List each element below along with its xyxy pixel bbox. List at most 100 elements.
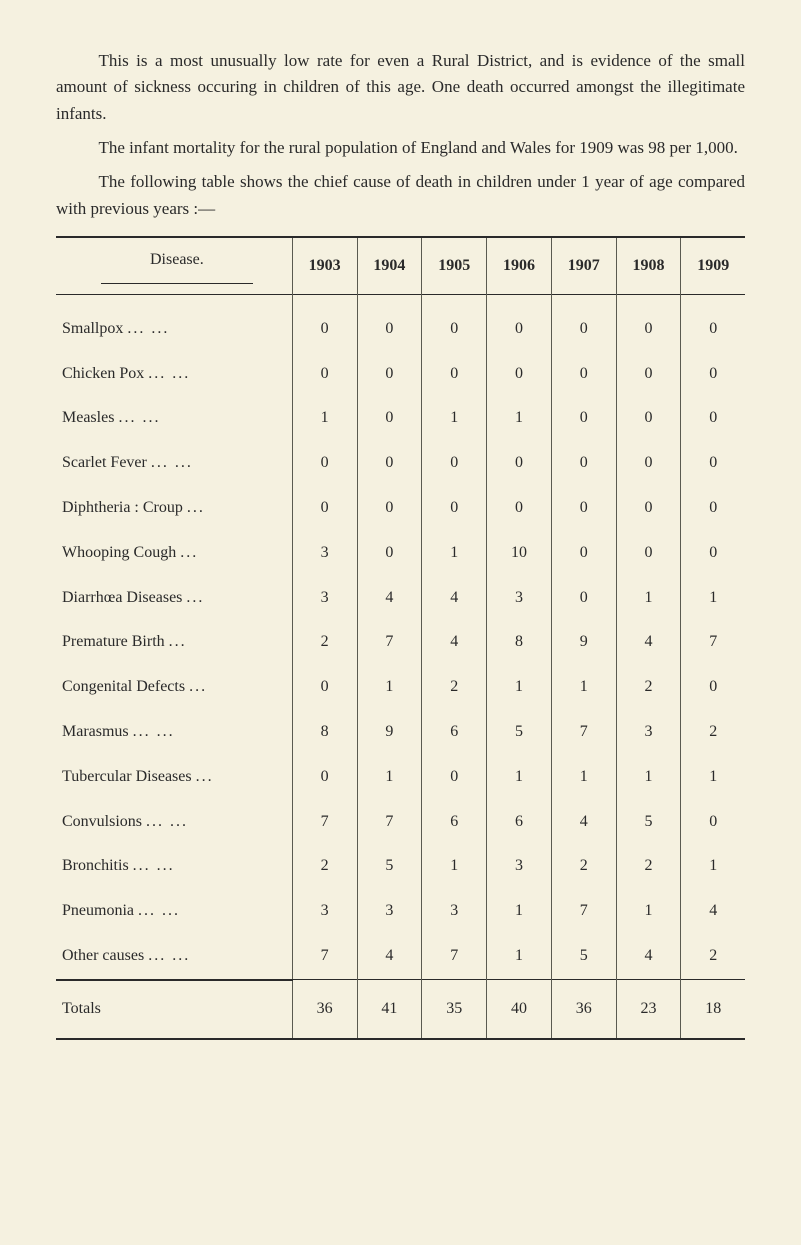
value-cell: 3 — [357, 889, 422, 934]
value-cell: 2 — [681, 710, 745, 755]
value-cell: 3 — [292, 531, 357, 576]
disease-cell: Pneumonia ... ... — [56, 889, 292, 934]
value-cell: 0 — [357, 531, 422, 576]
value-cell: 1 — [616, 889, 681, 934]
ellipsis: ... ... — [118, 409, 160, 426]
col-header-disease-label: Disease. — [150, 251, 204, 268]
value-cell: 0 — [292, 486, 357, 531]
table-row: Bronchitis ... ...2513221 — [56, 844, 745, 889]
disease-cell: Measles ... ... — [56, 396, 292, 441]
value-cell: 7 — [292, 934, 357, 980]
disease-label: Diarrhœa Diseases — [62, 589, 186, 606]
disease-cell: Premature Birth ... — [56, 620, 292, 665]
totals-value-cell: 18 — [681, 980, 745, 1039]
value-cell: 0 — [487, 352, 552, 397]
value-cell: 0 — [681, 396, 745, 441]
disease-cell: Chicken Pox ... ... — [56, 352, 292, 397]
value-cell: 10 — [487, 531, 552, 576]
totals-value-cell: 23 — [616, 980, 681, 1039]
value-cell: 0 — [357, 486, 422, 531]
value-cell: 7 — [681, 620, 745, 665]
table-row: Tubercular Diseases ...0101111 — [56, 755, 745, 800]
value-cell: 0 — [292, 441, 357, 486]
value-cell: 0 — [487, 486, 552, 531]
col-header-year: 1909 — [681, 237, 745, 294]
disease-label: Whooping Cough — [62, 544, 180, 561]
paragraph-1: This is a most unusually low rate for ev… — [56, 48, 745, 127]
value-cell: 0 — [616, 486, 681, 531]
col-header-year: 1908 — [616, 237, 681, 294]
ellipsis: ... ... — [151, 454, 193, 471]
value-cell: 7 — [422, 934, 487, 980]
value-cell: 3 — [292, 576, 357, 621]
value-cell: 1 — [422, 844, 487, 889]
disease-label: Marasmus — [62, 723, 133, 740]
table-row: Marasmus ... ...8965732 — [56, 710, 745, 755]
value-cell: 0 — [357, 352, 422, 397]
ellipsis: ... — [186, 589, 204, 606]
value-cell: 0 — [422, 294, 487, 351]
value-cell: 6 — [422, 800, 487, 845]
disease-label: Other causes — [62, 947, 148, 964]
value-cell: 0 — [616, 531, 681, 576]
value-cell: 2 — [681, 934, 745, 980]
value-cell: 0 — [357, 396, 422, 441]
table-row: Congenital Defects ...0121120 — [56, 665, 745, 710]
value-cell: 0 — [551, 486, 616, 531]
value-cell: 0 — [616, 396, 681, 441]
value-cell: 1 — [551, 755, 616, 800]
mortality-table: Disease. 1903 1904 1905 1906 1907 1908 1… — [56, 236, 745, 1040]
value-cell: 9 — [357, 710, 422, 755]
disease-label: Measles — [62, 409, 118, 426]
disease-cell: Diarrhœa Diseases ... — [56, 576, 292, 621]
col-header-year: 1905 — [422, 237, 487, 294]
disease-cell: Smallpox ... ... — [56, 294, 292, 351]
value-cell: 2 — [292, 844, 357, 889]
value-cell: 0 — [616, 441, 681, 486]
value-cell: 0 — [292, 294, 357, 351]
value-cell: 4 — [422, 620, 487, 665]
value-cell: 7 — [357, 800, 422, 845]
value-cell: 1 — [681, 755, 745, 800]
value-cell: 0 — [616, 294, 681, 351]
value-cell: 9 — [551, 620, 616, 665]
value-cell: 8 — [487, 620, 552, 665]
value-cell: 1 — [551, 665, 616, 710]
totals-value-cell: 35 — [422, 980, 487, 1039]
disease-cell: Convulsions ... ... — [56, 800, 292, 845]
value-cell: 4 — [616, 620, 681, 665]
value-cell: 7 — [551, 710, 616, 755]
value-cell: 0 — [357, 441, 422, 486]
ellipsis: ... — [189, 678, 207, 695]
ellipsis: ... — [180, 544, 198, 561]
disease-label: Tubercular Diseases — [62, 768, 196, 785]
value-cell: 0 — [681, 531, 745, 576]
value-cell: 5 — [551, 934, 616, 980]
disease-cell: Whooping Cough ... — [56, 531, 292, 576]
value-cell: 1 — [357, 755, 422, 800]
table-row: Premature Birth ...2748947 — [56, 620, 745, 665]
ellipsis: ... ... — [133, 857, 175, 874]
value-cell: 1 — [487, 934, 552, 980]
totals-value-cell: 36 — [292, 980, 357, 1039]
value-cell: 0 — [487, 294, 552, 351]
disease-cell: Congenital Defects ... — [56, 665, 292, 710]
totals-label-cell: Totals — [56, 980, 292, 1039]
value-cell: 3 — [487, 576, 552, 621]
value-cell: 0 — [357, 294, 422, 351]
value-cell: 0 — [681, 441, 745, 486]
col-header-year: 1907 — [551, 237, 616, 294]
value-cell: 1 — [616, 576, 681, 621]
value-cell: 0 — [551, 294, 616, 351]
value-cell: 1 — [422, 531, 487, 576]
value-cell: 0 — [681, 665, 745, 710]
value-cell: 3 — [616, 710, 681, 755]
value-cell: 0 — [422, 755, 487, 800]
ellipsis: ... — [196, 768, 214, 785]
value-cell: 1 — [292, 396, 357, 441]
paragraph-3: The following table shows the chief caus… — [56, 169, 745, 222]
value-cell: 5 — [616, 800, 681, 845]
col-header-year: 1903 — [292, 237, 357, 294]
value-cell: 0 — [422, 441, 487, 486]
disease-label: Premature Birth — [62, 633, 169, 650]
